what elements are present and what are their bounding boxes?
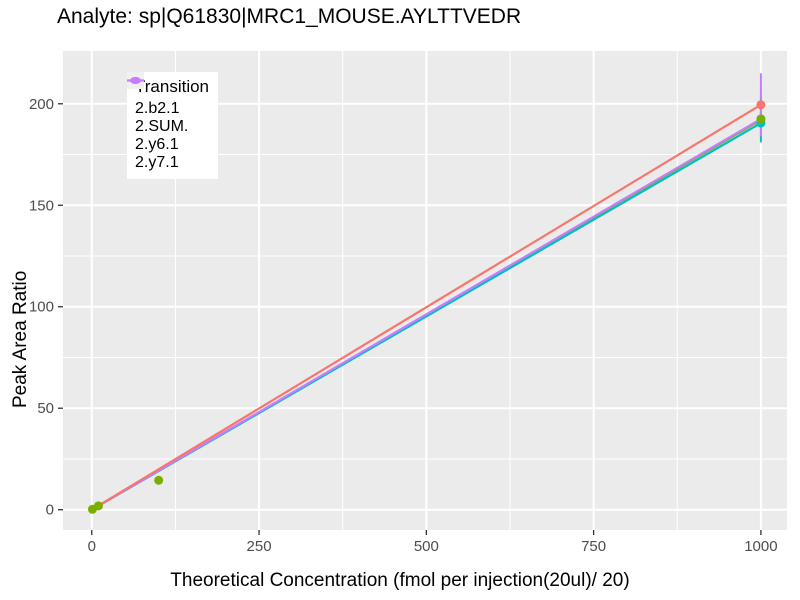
x-tick-label: 500 [414,538,439,555]
y-tick-label: 50 [37,400,54,417]
x-axis-title: Theoretical Concentration (fmol per inje… [170,570,630,591]
series-line-2-b2-1 [91,103,763,511]
x-tick-label: 250 [247,538,272,555]
legend-item-label: 2.y7.1 [135,154,179,171]
legend-item-2-y7-1: 2.y7.1 [127,72,209,172]
x-tick-label: 1000 [744,538,777,555]
legend-item-2-b2-1: 2.b2.1 [127,72,209,118]
legend-title: Transition [135,77,210,96]
data-point-2-sum [93,501,103,511]
x-tick-label: 750 [581,538,606,555]
legend-item-label: 2.y6.1 [135,136,179,153]
data-point-2-b2-1 [756,100,766,110]
y-tick-label: 150 [29,197,54,214]
data-point-2-sum [756,114,766,124]
x-tick-label: 0 [88,538,96,555]
legend-item-label: 2.SUM. [135,118,189,135]
chart-title: Analyte: sp|Q61830|MRC1_MOUSE.AYLTTVEDR [57,5,522,28]
y-tick-label: 100 [29,299,54,316]
data-point-2-sum [154,475,164,485]
legend-key-icon [127,72,144,89]
legend: Transition 2.b2.1 2.SUM. 2.y6.1 2.y7.1 [127,72,219,179]
legend-item-2-sum: 2.SUM. [127,72,209,136]
y-axis-title: Peak Area Ratio [10,270,31,408]
y-tick-label: 0 [46,502,54,519]
legend-item-label: 2.b2.1 [135,100,180,117]
series-line-2-y7-1 [91,117,763,511]
legend-item-2-y6-1: 2.y6.1 [127,72,209,154]
y-tick-label: 200 [29,96,54,113]
